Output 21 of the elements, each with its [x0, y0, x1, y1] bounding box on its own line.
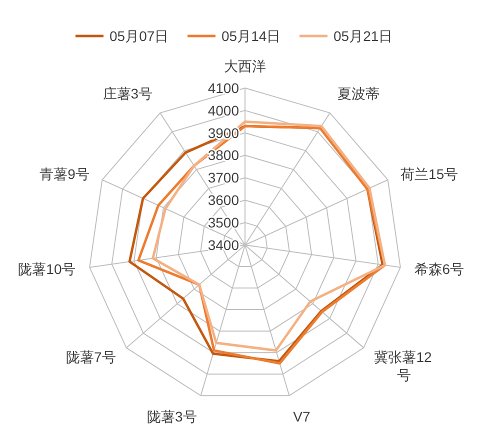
y-tick-label: 4100 [208, 80, 240, 96]
y-tick-label: 3700 [208, 170, 240, 186]
spoke-label: 夏波蒂 [337, 85, 380, 102]
spoke-label: 希森6号 [414, 261, 464, 278]
spoke-label: 冀张薯12号 [374, 348, 432, 384]
legend-label: 05月21日 [334, 28, 393, 44]
spoke-label: 庄薯3号 [102, 85, 153, 102]
y-tick-label: 3400 [208, 236, 240, 253]
spoke-label: 陇薯3号 [147, 408, 197, 425]
y-tick-label: 3600 [208, 192, 240, 208]
spoke-label: 荷兰15号 [400, 166, 458, 182]
spoke-label: 陇薯7号 [66, 348, 116, 365]
y-tick-label: 3500 [208, 214, 240, 230]
spoke-label: V7 [293, 408, 311, 425]
spoke-label: 陇薯10号 [18, 261, 76, 278]
spoke-label: 大西洋 [224, 58, 266, 74]
spoke-label: 青薯9号 [40, 166, 90, 182]
legend-label: 05月07日 [110, 28, 169, 44]
legend-label: 05月14日 [222, 28, 281, 44]
y-tick-label: 4000 [208, 102, 240, 118]
y-tick-label: 3800 [208, 147, 240, 164]
